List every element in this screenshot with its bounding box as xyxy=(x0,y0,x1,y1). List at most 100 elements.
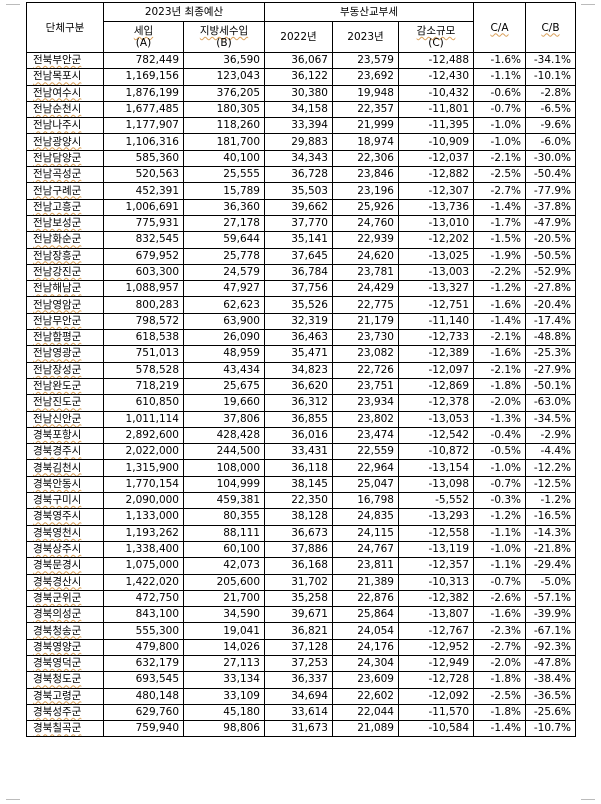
cell-tax-2022: 34,343 xyxy=(264,149,333,168)
cell-revenue: 480,148 xyxy=(103,687,184,705)
cell-local-tax: 24,579 xyxy=(183,263,265,282)
cell-revenue: 1,088,957 xyxy=(103,280,184,298)
cell-tax-2022: 36,118 xyxy=(264,459,333,477)
cell-unit-name: 경북경주시 xyxy=(26,443,104,461)
table-row: 전남순천시 1,677,485 180,305 34,158 22,357 -11,801… xyxy=(26,100,576,119)
table-row: 경북군위군 472,750 21,700 35,258 22,876 -12,382 -2.… xyxy=(26,589,576,608)
cell-unit-name: 경북성주군 xyxy=(26,703,104,722)
cell-revenue: 2,022,000 xyxy=(103,443,184,461)
cell-revenue: 1,011,114 xyxy=(103,410,184,428)
cell-ratio-cb: -57.1% xyxy=(525,589,576,608)
header-budget-group: 2023년 최종예산 xyxy=(103,2,265,22)
cell-unit-name: 경북상주시 xyxy=(26,540,104,559)
cell-unit-name: 경북영양군 xyxy=(26,638,104,656)
cell-tax-2023: 16,798 xyxy=(332,492,399,510)
cell-decrease: -10,909 xyxy=(398,133,474,151)
cell-local-tax: 459,381 xyxy=(183,492,265,510)
cell-ratio-cb: -38.4% xyxy=(525,671,576,689)
cell-revenue: 520,563 xyxy=(103,166,184,184)
cell-revenue: 1,677,485 xyxy=(103,100,184,119)
cell-revenue: 751,013 xyxy=(103,345,184,363)
property-tax-table: 단체구분 2023년 최종예산 부동산교부세 C/A C/B 세입 (A) 지방세… xyxy=(26,2,576,738)
cell-decrease: -11,395 xyxy=(398,117,474,135)
cell-local-tax: 48,959 xyxy=(183,345,265,363)
cell-decrease: -13,053 xyxy=(398,410,474,428)
cell-ratio-cb: -2.9% xyxy=(525,426,576,445)
table-row: 경북칠곡군 759,940 98,806 31,673 21,089 -10,584 -1.… xyxy=(26,720,576,738)
cell-ratio-ca: -1.0% xyxy=(473,540,526,559)
table-row: 전남구례군 452,391 15,789 35,503 23,196 -12,307 -2.… xyxy=(26,182,576,200)
table-row: 경북영덕군 632,179 27,113 37,253 24,304 -12,949 -2.… xyxy=(26,654,576,673)
cell-tax-2022: 30,380 xyxy=(264,84,333,102)
header-decrease: 감소규모 (C) xyxy=(398,21,474,53)
cell-ratio-cb: -92.3% xyxy=(525,638,576,656)
header-local-tax: 지방세수입 (B) xyxy=(183,21,265,53)
cell-decrease: -12,728 xyxy=(398,671,474,689)
cell-tax-2022: 36,855 xyxy=(264,410,333,428)
cell-local-tax: 47,927 xyxy=(183,280,265,298)
cell-revenue: 629,760 xyxy=(103,703,184,722)
cell-ratio-cb: -37.8% xyxy=(525,198,576,216)
cell-ratio-cb: -4.4% xyxy=(525,443,576,461)
cell-ratio-cb: -39.9% xyxy=(525,606,576,624)
table-row: 경북상주시 1,338,400 60,100 37,886 24,767 -13,119-… xyxy=(26,540,576,559)
cell-ratio-cb: -14.3% xyxy=(525,524,576,542)
table-row: 전남해남군 1,088,957 47,927 37,756 24,429 -13,327-… xyxy=(26,280,576,298)
cell-unit-name: 경북경산시 xyxy=(26,573,104,591)
cell-revenue: 798,572 xyxy=(103,312,184,331)
cell-revenue: 1,422,020 xyxy=(103,573,184,591)
cell-tax-2022: 37,756 xyxy=(264,280,333,298)
cell-ratio-ca: -1.4% xyxy=(473,198,526,216)
cell-revenue: 759,940 xyxy=(103,720,184,738)
page-corner-mark xyxy=(581,4,595,5)
cell-local-tax: 42,073 xyxy=(183,557,265,575)
table-row: 경북영천시 1,193,262 88,111 36,673 24,115 -12,558-… xyxy=(26,524,576,542)
cell-ratio-cb: -50.5% xyxy=(525,247,576,265)
cell-tax-2022: 37,128 xyxy=(264,638,333,656)
cell-tax-2022: 36,312 xyxy=(264,394,333,412)
cell-tax-2023: 23,751 xyxy=(332,377,399,396)
table-row: 전남곡성군 520,563 25,555 36,728 23,846 -12,882 -2.… xyxy=(26,166,576,184)
cell-local-tax: 376,205 xyxy=(183,84,265,102)
cell-decrease: -13,327 xyxy=(398,280,474,298)
cell-ratio-ca: -0.7% xyxy=(473,475,526,494)
cell-local-tax: 80,355 xyxy=(183,508,265,526)
table-row: 경북고령군 480,148 33,109 34,694 22,602 -12,092 -2.… xyxy=(26,687,576,705)
cell-tax-2023: 22,726 xyxy=(332,361,399,379)
cell-tax-2023: 24,429 xyxy=(332,280,399,298)
cell-decrease: -12,357 xyxy=(398,557,474,575)
cell-revenue: 718,219 xyxy=(103,377,184,396)
table-row: 전남장흥군 679,952 25,778 37,645 24,620 -13,025 -1.… xyxy=(26,247,576,265)
cell-tax-2023: 24,620 xyxy=(332,247,399,265)
cell-unit-name: 경북영주시 xyxy=(26,508,104,526)
cell-revenue: 1,006,691 xyxy=(103,198,184,216)
cell-local-tax: 25,778 xyxy=(183,247,265,265)
cell-decrease: -13,025 xyxy=(398,247,474,265)
cell-ratio-cb: -16.5% xyxy=(525,508,576,526)
cell-unit-name: 전남보성군 xyxy=(26,214,104,233)
cell-ratio-cb: -25.6% xyxy=(525,703,576,722)
cell-ratio-ca: -1.0% xyxy=(473,133,526,151)
table-row: 경북김천시 1,315,900 108,000 36,118 22,964 -13,154… xyxy=(26,459,576,477)
cell-ratio-cb: -6.0% xyxy=(525,133,576,151)
cell-ratio-cb: -17.4% xyxy=(525,312,576,331)
page-corner-mark xyxy=(581,799,595,800)
cell-decrease: -13,010 xyxy=(398,214,474,233)
cell-tax-2022: 38,145 xyxy=(264,475,333,494)
cell-revenue: 1,770,154 xyxy=(103,475,184,494)
table-row: 경북청송군 555,300 19,041 36,821 24,054 -12,767 -2.… xyxy=(26,622,576,640)
cell-tax-2023: 23,082 xyxy=(332,345,399,363)
table-row: 전남무안군 798,572 63,900 32,319 21,179 -11,140 -1.… xyxy=(26,312,576,331)
cell-unit-name: 전남목포시 xyxy=(26,68,104,86)
cell-revenue: 1,133,000 xyxy=(103,508,184,526)
cell-tax-2023: 22,044 xyxy=(332,703,399,722)
cell-revenue: 1,106,316 xyxy=(103,133,184,151)
cell-decrease: -12,378 xyxy=(398,394,474,412)
cell-tax-2022: 32,319 xyxy=(264,312,333,331)
cell-decrease: -12,733 xyxy=(398,329,474,347)
cell-ratio-cb: -30.0% xyxy=(525,149,576,168)
cell-ratio-cb: -63.0% xyxy=(525,394,576,412)
cell-tax-2022: 36,016 xyxy=(264,426,333,445)
cell-tax-2023: 23,934 xyxy=(332,394,399,412)
cell-tax-2022: 36,168 xyxy=(264,557,333,575)
